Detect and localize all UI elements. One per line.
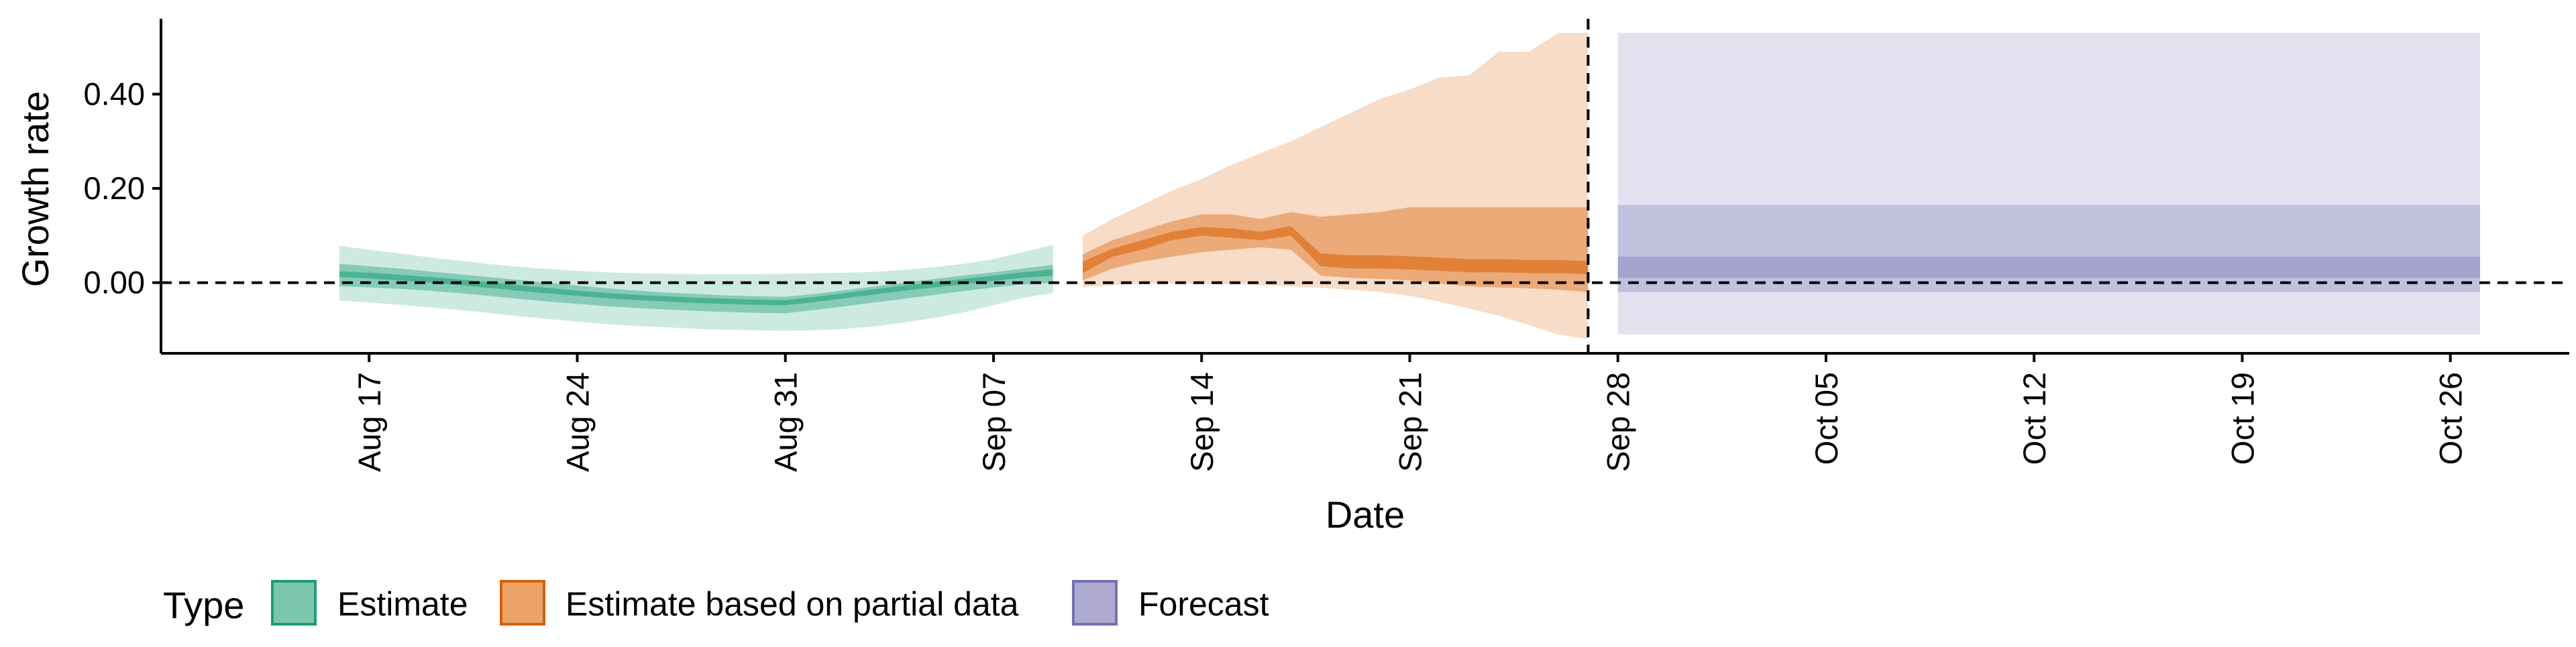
legend: Type Estimate Estimate based on partial … — [163, 580, 1269, 626]
forecast-band-1 — [1617, 33, 2480, 335]
forecast-band-3 — [1617, 256, 2480, 278]
legend-item-estimate: Estimate — [271, 580, 468, 626]
estimate-band-1 — [339, 245, 1053, 331]
x-tick-label: Aug 17 — [352, 372, 387, 472]
reference-lines — [161, 19, 2569, 353]
legend-key-forecast — [1072, 580, 1118, 626]
legend-item-partial: Estimate based on partial data — [500, 580, 1019, 626]
y-axis-title: Growth rate — [14, 91, 56, 288]
legend-label-forecast: Forecast — [1138, 585, 1269, 623]
bands-layer — [339, 33, 2480, 339]
y-tick-label: 0.20 — [84, 170, 145, 206]
partial-band-1 — [1083, 33, 1589, 339]
x-axis-title: Date — [1326, 493, 1405, 536]
legend-key-partial — [500, 580, 545, 626]
estimate-band-3 — [339, 269, 1053, 306]
y-tick-label: 0.00 — [84, 265, 145, 300]
legend-key-estimate — [271, 580, 317, 626]
estimate-band-2 — [339, 263, 1053, 314]
x-tick-label: Oct 26 — [2433, 372, 2469, 465]
x-tick-label: Sep 21 — [1393, 372, 1428, 472]
partial-band-3 — [1083, 226, 1589, 274]
x-tick-label: Aug 31 — [768, 372, 804, 472]
x-tick-label: Oct 05 — [1809, 372, 1844, 465]
x-tick-label: Aug 24 — [560, 372, 596, 472]
legend-item-forecast: Forecast — [1072, 580, 1269, 626]
x-tick-label: Oct 12 — [2017, 372, 2052, 465]
x-tick-label: Sep 14 — [1184, 372, 1220, 472]
x-tick-label: Sep 28 — [1601, 372, 1636, 472]
x-tick-label: Oct 19 — [2225, 372, 2261, 465]
forecast-band-2 — [1617, 204, 2480, 292]
legend-label-estimate: Estimate — [337, 585, 468, 623]
x-tick-label: Sep 07 — [976, 372, 1012, 472]
legend-label-partial: Estimate based on partial data — [566, 585, 1019, 623]
y-tick-label: 0.40 — [84, 76, 145, 111]
ticks: 0.00 0.20 0.40 Aug 17 Aug 24 Aug 31 Sep 07 Sep … — [84, 76, 2469, 472]
legend-title: Type — [163, 584, 244, 626]
axes — [160, 19, 2569, 355]
